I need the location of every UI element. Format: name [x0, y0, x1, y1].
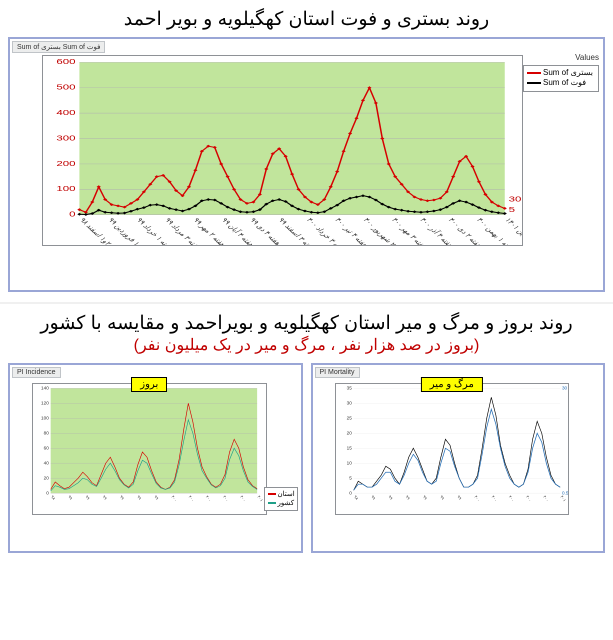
- svg-text:۹۹: ۹۹: [136, 494, 143, 500]
- svg-text:25: 25: [346, 416, 352, 421]
- svg-text:10: 10: [346, 461, 352, 466]
- bottom-title-red: (بروز در صد هزار نفر ، مرگ و میر در یک م…: [0, 335, 613, 361]
- svg-text:۹۹: ۹۹: [438, 494, 445, 500]
- svg-text:۹۹: ۹۹: [67, 494, 74, 500]
- svg-text:۹۸: ۹۸: [50, 494, 57, 501]
- svg-text:0: 0: [46, 491, 49, 496]
- svg-text:۴۰۰: ۴۰۰: [490, 494, 498, 502]
- svg-text:۹۹: ۹۹: [456, 494, 463, 500]
- svg-text:120: 120: [41, 401, 49, 406]
- svg-text:۹۹: ۹۹: [370, 494, 377, 500]
- bl-legend-b: کشور: [268, 499, 294, 508]
- svg-text:0: 0: [349, 491, 352, 496]
- top-legend: Sum of بستری Sum of فوت: [523, 65, 599, 92]
- br-svg: 0 5 10 15 20 25 30 35 ۹۸ ۹۹ ۹۹ ۹۹ ۹۹ ۹۹ ۹۹ ۴۰۰ ۴۰۰ ۴۰۰ ۴۰۰…: [335, 383, 570, 515]
- svg-text:۹۹: ۹۹: [84, 494, 91, 500]
- svg-text:۴۰۰: ۴۰۰: [473, 494, 481, 502]
- top-tab: Sum of بستری Sum of فوت: [12, 41, 105, 53]
- svg-text:80: 80: [44, 431, 50, 436]
- svg-text:۴۰۰: ۴۰۰: [507, 494, 515, 502]
- svg-text:۹۹: ۹۹: [421, 494, 428, 500]
- svg-text:۹۹: ۹۹: [119, 494, 126, 500]
- top-chart-frame: Sum of بستری Sum of فوت 0 100 200 300 400 500…: [8, 37, 605, 292]
- svg-text:15: 15: [346, 446, 352, 451]
- bottom-section: روند بروز و مرگ و میر استان کهگیلویه و ب…: [0, 304, 613, 553]
- svg-text:30: 30: [346, 401, 352, 406]
- svg-text:۴۰۰: ۴۰۰: [170, 494, 178, 502]
- svg-text:20: 20: [346, 431, 352, 436]
- svg-text:۹۸: ۹۸: [352, 494, 359, 501]
- br-tab: PI Mortality: [315, 367, 360, 378]
- svg-text:۴۰۱: ۴۰۱: [559, 494, 567, 502]
- bl-svg: 0 20 40 60 80 100 120 140 ۹۸ ۹۹ ۹۹ ۹۹ ۹۹ ۹۹ ۹۹ ۴۰۰ ۴۰۰ ۴۰…: [32, 383, 267, 515]
- top-plot-area: 0100200300400500600هفته ۲و۱ اسفند ۹۸هفته…: [42, 55, 523, 246]
- bl-legend-a: استان: [268, 490, 294, 499]
- legend-swatch-hosp: [527, 72, 541, 74]
- bl-tab: PI Incidence: [12, 367, 61, 378]
- legend-row-death: Sum of فوت: [527, 78, 595, 88]
- bottom-title-black: روند بروز و مرگ و میر استان کهگیلویه و ب…: [0, 304, 613, 335]
- svg-text:۴۰۰: ۴۰۰: [205, 494, 213, 502]
- svg-text:۴۰۰: ۴۰۰: [524, 494, 532, 502]
- svg-text:40: 40: [44, 461, 50, 466]
- svg-text:30: 30: [509, 195, 522, 204]
- svg-text:۹۹: ۹۹: [101, 494, 108, 500]
- svg-text:۴۰۰: ۴۰۰: [222, 494, 230, 502]
- svg-text:300: 300: [56, 134, 76, 143]
- bottom-pair-row: PI Incidence بروز 020406080100120140۹۸۹۹…: [8, 363, 605, 553]
- svg-text:۴۰۰: ۴۰۰: [239, 494, 247, 502]
- svg-text:5: 5: [349, 476, 352, 481]
- bl-legend: استان کشور: [264, 487, 298, 511]
- svg-text:0.5: 0.5: [561, 491, 568, 496]
- br-box-title: مرگ و میر: [421, 377, 483, 392]
- top-chart-svg: 0100200300400500600هفته ۲و۱ اسفند ۹۸هفته…: [42, 55, 523, 246]
- svg-text:400: 400: [56, 109, 76, 118]
- legend-swatch-death: [527, 82, 541, 84]
- svg-text:100: 100: [56, 185, 76, 194]
- br-plot-area: مرگ و میر 05101520253035۹۸۹۹۹۹۹۹۹۹۹۹۹۹۴۰…: [335, 383, 570, 515]
- svg-text:200: 200: [56, 160, 76, 169]
- svg-text:30: 30: [561, 386, 567, 391]
- values-label: Values: [575, 53, 599, 62]
- svg-text:20: 20: [44, 476, 50, 481]
- top-section: روند بستری و فوت استان کهگیلویه و بویر ا…: [0, 0, 613, 292]
- svg-text:140: 140: [41, 386, 49, 391]
- svg-text:۹۹: ۹۹: [404, 494, 411, 500]
- legend-row-hosp: Sum of بستری: [527, 68, 595, 78]
- svg-text:0: 0: [69, 210, 76, 219]
- bl-plot-area: بروز 020406080100120140۹۸۹۹۹۹۹۹۹۹۹۹۹۹۴۰۰…: [32, 383, 267, 515]
- bottom-left-frame: PI Incidence بروز 0 20 40 60 80 100 120 140 ۹۸ ۹۹…: [8, 363, 303, 553]
- svg-text:۹۹: ۹۹: [387, 494, 394, 500]
- svg-text:500: 500: [56, 83, 76, 92]
- svg-text:60: 60: [44, 446, 50, 451]
- svg-text:35: 35: [346, 386, 352, 391]
- svg-text:5: 5: [509, 206, 515, 215]
- top-title: روند بستری و فوت استان کهگیلویه و بویر ا…: [0, 0, 613, 35]
- svg-text:۴۰۰: ۴۰۰: [542, 494, 550, 502]
- svg-text:۴۰۰: ۴۰۰: [187, 494, 195, 502]
- svg-text:100: 100: [41, 416, 49, 421]
- bottom-right-frame: PI Mortality مرگ و میر 0 5 10 15 20 25 30 35 ۹۸ ۹…: [311, 363, 606, 553]
- bl-box-title: بروز: [131, 377, 167, 392]
- svg-text:۹۹: ۹۹: [153, 494, 160, 500]
- svg-text:600: 600: [56, 58, 76, 67]
